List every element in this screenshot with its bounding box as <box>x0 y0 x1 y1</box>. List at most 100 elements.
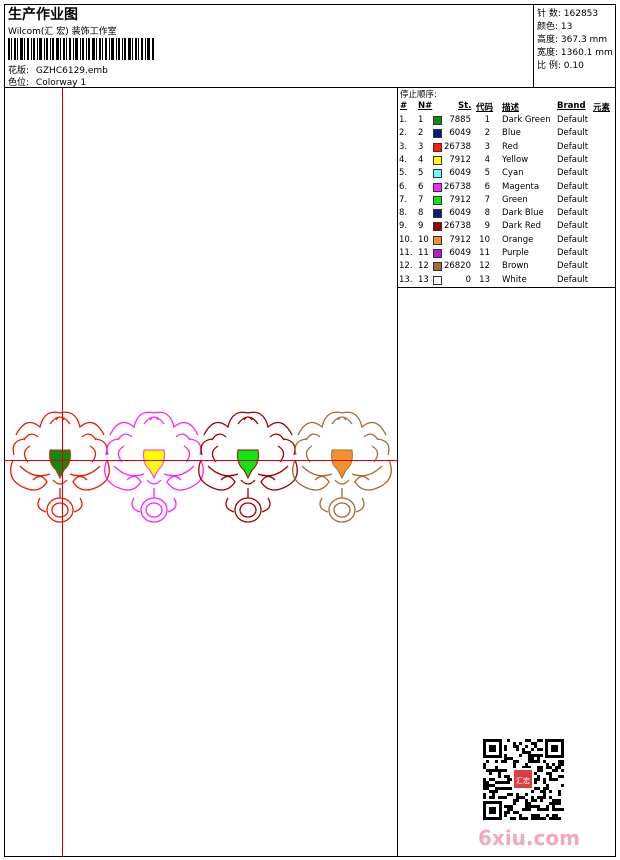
row-brand: Default <box>557 115 589 125</box>
stat-stitches: 针 数: 162853 <box>537 9 599 19</box>
color-swatch <box>433 262 442 272</box>
table-row: 7. 7 7912 7 Green Default <box>398 195 616 208</box>
row-code: 11 <box>479 248 490 258</box>
color-swatch <box>433 195 442 205</box>
color-sequence-table: 停止顺序: # N# St. 代码 描述 Brand 元素 1. 1 7885 1 Da… <box>398 88 616 288</box>
row-brand: Default <box>557 181 589 192</box>
row-description: Dark Red <box>502 221 542 232</box>
row-stitches: 26738 <box>443 181 471 192</box>
row-brand: Default <box>557 154 589 165</box>
row-stitches: 26738 <box>443 141 471 152</box>
color-swatch <box>433 129 442 139</box>
qr-code: 汇宏 <box>482 738 565 821</box>
watermark: 6xiu.com <box>478 826 580 850</box>
row-description: Dark Green <box>502 115 551 125</box>
table-row: 1. 1 7885 1 Dark Green Default <box>398 115 616 128</box>
embroidery-motif <box>292 411 392 523</box>
row-n: 5 <box>418 168 424 179</box>
row-brand: Default <box>557 208 589 219</box>
row-brand: Default <box>557 128 589 139</box>
row-description: Green <box>502 194 528 205</box>
row-num: 13. <box>399 274 413 285</box>
color-swatch <box>433 249 442 258</box>
row-n: 3 <box>418 141 424 152</box>
table-row: 11. 11 6049 11 Purple Default <box>398 248 616 261</box>
colorway-label: 色位: <box>8 78 30 88</box>
row-description: Orange <box>502 234 534 245</box>
col-n: N# <box>418 101 433 111</box>
row-stitches: 6049 <box>449 208 471 219</box>
table-row: 5. 5 6049 5 Cyan Default <box>398 168 616 181</box>
row-code: 10 <box>479 234 490 245</box>
svg-text:汇宏: 汇宏 <box>516 776 530 785</box>
row-stitches: 7912 <box>449 154 471 165</box>
row-code: 12 <box>479 261 490 272</box>
row-description: Cyan <box>502 168 524 179</box>
color-swatch <box>433 142 442 152</box>
horizontal-guide-line <box>4 460 398 461</box>
row-stitches: 6049 <box>449 168 471 179</box>
color-swatch <box>433 169 442 179</box>
row-description: Purple <box>502 248 529 258</box>
row-code: 7 <box>484 194 490 205</box>
table-row: 4. 4 7912 4 Yellow Default <box>398 155 616 168</box>
table-row: 13. 13 0 13 White Default <box>398 275 616 288</box>
row-num: 3. <box>399 141 408 152</box>
stat-height: 高度: 367.3 mm <box>537 35 608 45</box>
row-stitches: 0 <box>465 274 471 285</box>
row-n: 1 <box>418 115 424 125</box>
row-description: Brown <box>502 261 529 272</box>
row-brand: Default <box>557 261 589 272</box>
row-num: 10. <box>399 234 413 245</box>
design-stats: 针 数: 162853 颜色: 13 高度: 367.3 mm 宽度: 1360… <box>533 4 616 88</box>
seal-stamp: 汇宏 <box>512 768 534 790</box>
color-swatch <box>433 222 442 232</box>
row-brand: Default <box>557 141 589 152</box>
col-stitches: St. <box>458 101 472 111</box>
row-stitches: 7912 <box>449 194 471 205</box>
row-n: 10 <box>418 234 429 245</box>
row-brand: Default <box>557 234 589 245</box>
row-num: 11. <box>399 248 413 258</box>
row-description: Yellow <box>502 154 529 165</box>
page-frame <box>4 4 616 857</box>
row-stitches: 26820 <box>443 261 471 272</box>
embroidery-motif <box>10 411 110 523</box>
color-swatch <box>433 209 442 219</box>
row-description: Blue <box>502 128 521 139</box>
embroidery-motif <box>104 411 204 523</box>
row-stitches: 6049 <box>449 128 471 139</box>
row-num: 7. <box>399 194 408 205</box>
row-brand: Default <box>557 194 589 205</box>
colorway-line: 色位: Colorway 1 <box>8 75 86 88</box>
palette-title: 停止顺序: <box>400 90 437 100</box>
row-description: Red <box>502 141 519 152</box>
table-row: 12. 12 26820 12 Brown Default <box>398 261 616 274</box>
row-n: 9 <box>418 221 424 232</box>
color-swatch <box>433 182 442 192</box>
stat-width: 宽度: 1360.1 mm <box>537 48 613 58</box>
design-file: GZHC6129.emb <box>35 66 108 76</box>
row-code: 8 <box>484 208 490 219</box>
row-brand: Default <box>557 221 589 232</box>
row-stitches: 26738 <box>443 221 471 232</box>
row-n: 7 <box>418 194 424 205</box>
color-swatch <box>433 235 442 245</box>
col-description: 描述 <box>502 103 520 113</box>
row-brand: Default <box>557 168 589 179</box>
table-row: 10. 10 7912 10 Orange Default <box>398 235 616 248</box>
table-row: 2. 2 6049 2 Blue Default <box>398 128 616 141</box>
col-brand: Brand <box>557 101 586 111</box>
embroidery-design <box>10 411 392 523</box>
row-code: 3 <box>484 141 490 152</box>
company-name: Wilcom(汇 宏) 装饰工作室 <box>8 27 117 37</box>
row-num: 6. <box>399 181 408 192</box>
row-n: 6 <box>418 181 424 192</box>
header: 生产作业图 Wilcom(汇 宏) 装饰工作室 花版: GZHC6129.emb… <box>4 4 616 88</box>
stat-scale: 比 例: 0.10 <box>537 61 584 71</box>
row-brand: Default <box>557 274 589 285</box>
row-num: 1. <box>399 115 408 125</box>
embroidery-motif <box>198 411 298 523</box>
row-code: 4 <box>484 154 490 165</box>
row-num: 4. <box>399 154 408 165</box>
